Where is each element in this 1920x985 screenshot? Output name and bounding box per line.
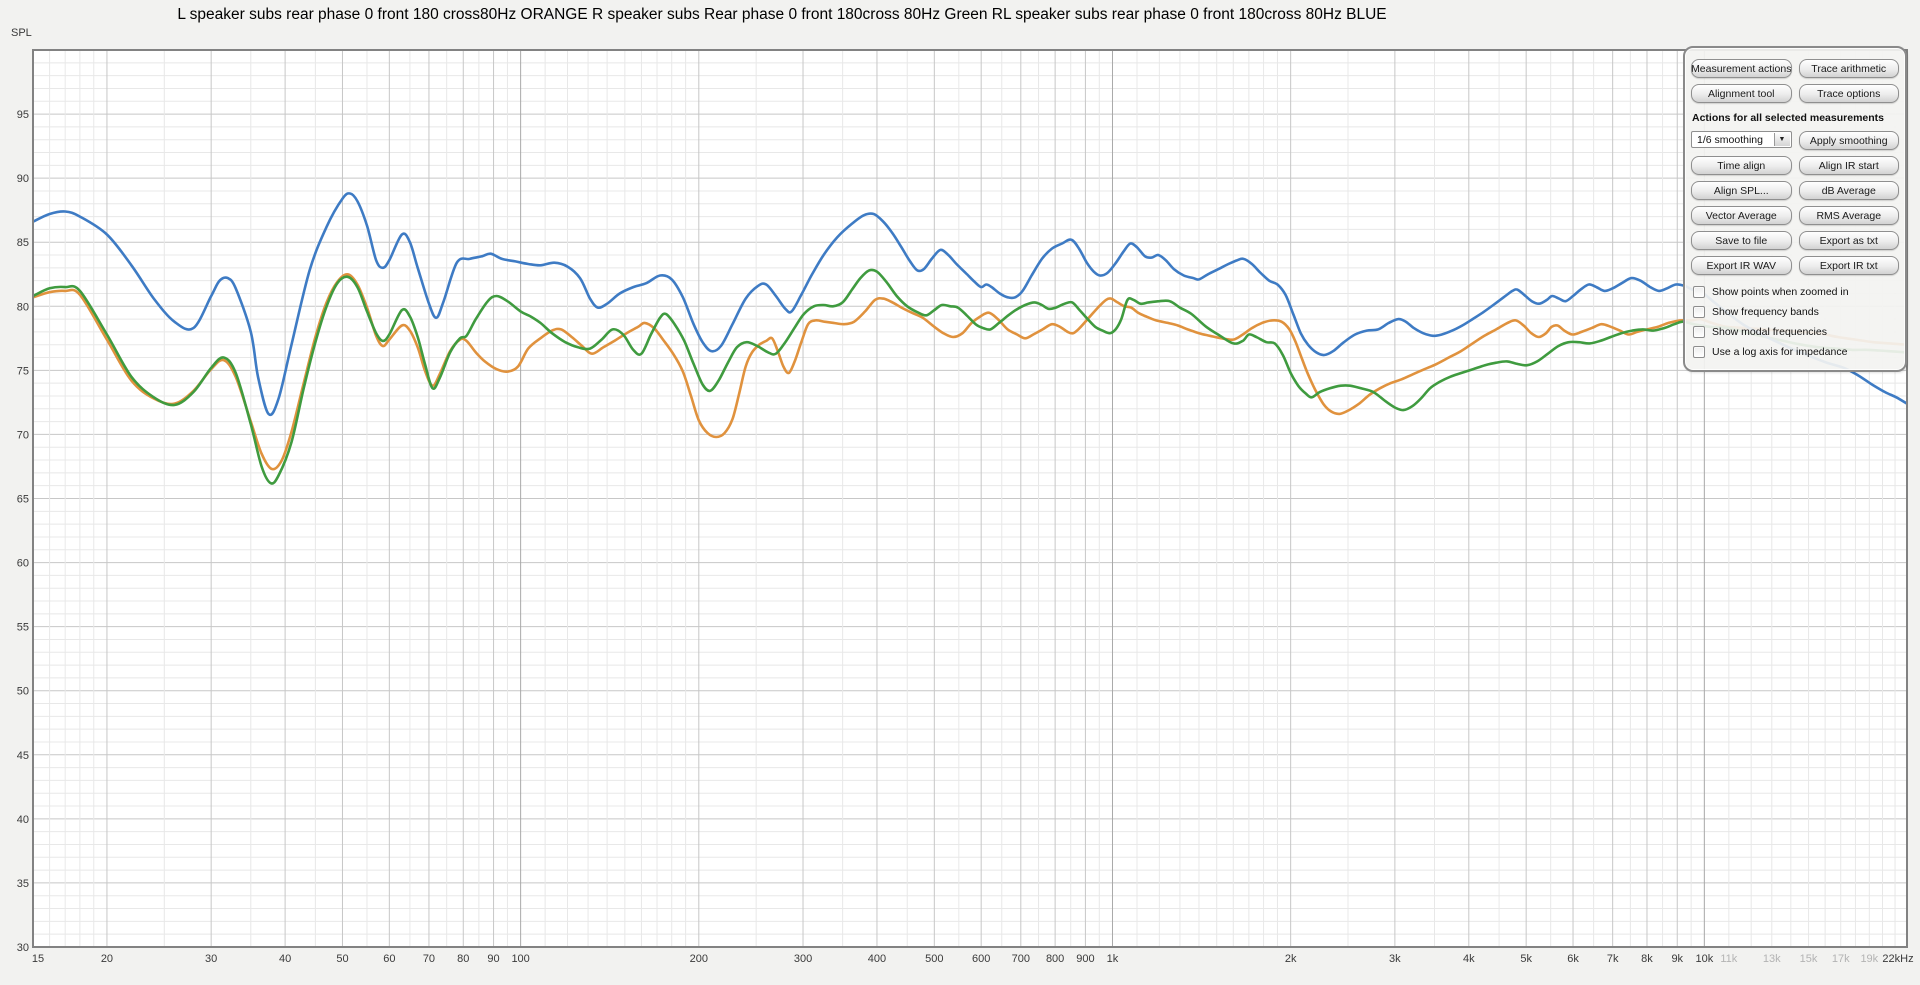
svg-text:700: 700	[1012, 953, 1030, 965]
svg-text:500: 500	[925, 953, 943, 965]
db-average-button[interactable]: dB Average	[1798, 181, 1899, 200]
svg-text:85: 85	[17, 237, 29, 249]
svg-text:900: 900	[1076, 953, 1094, 965]
show-points-checkbox[interactable]	[1693, 286, 1705, 298]
svg-text:22kHz: 22kHz	[1882, 953, 1913, 965]
section-label: Actions for all selected measurements	[1692, 112, 1884, 124]
align-ir-start-button[interactable]: Align IR start	[1798, 156, 1899, 175]
svg-text:600: 600	[972, 953, 990, 965]
y-axis-title: SPL	[11, 27, 32, 39]
svg-text:3k: 3k	[1389, 953, 1401, 965]
svg-text:100: 100	[511, 953, 529, 965]
svg-text:80: 80	[457, 953, 469, 965]
svg-text:55: 55	[17, 622, 29, 634]
svg-text:95: 95	[17, 109, 29, 121]
rms-average-button[interactable]: RMS Average	[1798, 206, 1899, 225]
svg-text:70: 70	[423, 953, 435, 965]
svg-text:15: 15	[32, 953, 44, 965]
svg-text:5k: 5k	[1520, 953, 1532, 965]
svg-text:13k: 13k	[1763, 953, 1781, 965]
svg-text:65: 65	[17, 494, 29, 506]
trace-green	[34, 268, 1906, 485]
svg-text:300: 300	[794, 953, 812, 965]
log-axis-impedance-row: Use a log axis for impedance	[1693, 346, 1899, 358]
svg-text:4k: 4k	[1463, 953, 1475, 965]
smoothing-select-value: 1/6 smoothing	[1697, 133, 1763, 146]
svg-text:17k: 17k	[1832, 953, 1850, 965]
svg-text:70: 70	[17, 429, 29, 441]
log-axis-impedance-label: Use a log axis for impedance	[1712, 346, 1848, 358]
svg-text:30: 30	[205, 953, 217, 965]
svg-text:40: 40	[279, 953, 291, 965]
svg-text:8k: 8k	[1641, 953, 1653, 965]
svg-text:19k: 19k	[1860, 953, 1878, 965]
vector-average-button[interactable]: Vector Average	[1691, 206, 1792, 225]
traces	[34, 192, 1906, 485]
log-axis-impedance-checkbox[interactable]	[1693, 346, 1705, 358]
show-points-label: Show points when zoomed in	[1712, 286, 1849, 298]
apply-smoothing-button[interactable]: Apply smoothing	[1798, 131, 1899, 150]
svg-text:20: 20	[101, 953, 113, 965]
svg-text:40: 40	[17, 814, 29, 826]
svg-text:45: 45	[17, 750, 29, 762]
export-ir-txt-button[interactable]: Export IR txt	[1798, 256, 1899, 275]
trace-arithmetic-button[interactable]: Trace arithmetic	[1798, 59, 1899, 78]
svg-text:80: 80	[17, 301, 29, 313]
align-spl-button[interactable]: Align SPL...	[1691, 181, 1792, 200]
svg-text:200: 200	[690, 953, 708, 965]
svg-text:50: 50	[336, 953, 348, 965]
panel-action-buttons: 1/6 smoothing ▼ Apply smoothing Time ali…	[1691, 131, 1899, 275]
svg-text:30: 30	[17, 942, 29, 954]
svg-text:50: 50	[17, 686, 29, 698]
alignment-tool-button[interactable]: Alignment tool	[1691, 84, 1792, 103]
chart-title: L speaker subs rear phase 0 front 180 cr…	[177, 6, 1387, 23]
svg-text:90: 90	[487, 953, 499, 965]
svg-text:60: 60	[383, 953, 395, 965]
show-modal-frequencies-row: Show modal frequencies	[1693, 326, 1899, 338]
svg-text:7k: 7k	[1607, 953, 1619, 965]
measurement-actions-panel: Measurement actions Trace arithmetic Ali…	[1683, 46, 1907, 372]
y-axis-labels: 95 90 85 80 75 70 65 60 55 50 45 40 35 30	[17, 109, 29, 954]
show-modal-frequencies-label: Show modal frequencies	[1712, 326, 1827, 338]
trace-blue	[34, 192, 1906, 417]
show-frequency-bands-row: Show frequency bands	[1693, 306, 1899, 318]
svg-text:90: 90	[17, 173, 29, 185]
time-align-button[interactable]: Time align	[1691, 156, 1792, 175]
x-axis-labels: 15 20 30 40 50 60 70 80 90 100 200 300 400 500 600 700 8…	[32, 953, 1914, 965]
measurement-actions-button[interactable]: Measurement actions	[1691, 59, 1792, 78]
chevron-down-icon[interactable]: ▼	[1773, 133, 1790, 146]
gridlines	[33, 50, 1907, 947]
show-points-row: Show points when zoomed in	[1693, 286, 1899, 298]
svg-text:11k: 11k	[1720, 953, 1737, 965]
panel-top-buttons: Measurement actions Trace arithmetic Ali…	[1691, 59, 1899, 103]
show-frequency-bands-checkbox[interactable]	[1693, 306, 1705, 318]
svg-text:9k: 9k	[1671, 953, 1683, 965]
show-frequency-bands-label: Show frequency bands	[1712, 306, 1819, 318]
svg-text:15k: 15k	[1800, 953, 1818, 965]
svg-text:2k: 2k	[1285, 953, 1297, 965]
svg-text:1k: 1k	[1107, 953, 1119, 965]
export-as-txt-button[interactable]: Export as txt	[1798, 231, 1899, 250]
svg-text:6k: 6k	[1567, 953, 1579, 965]
svg-text:400: 400	[868, 953, 886, 965]
trace-options-button[interactable]: Trace options	[1798, 84, 1899, 103]
export-ir-wav-button[interactable]: Export IR WAV	[1691, 256, 1792, 275]
svg-text:800: 800	[1046, 953, 1064, 965]
svg-text:10k: 10k	[1695, 953, 1713, 965]
plot-border	[32, 49, 1908, 948]
svg-text:35: 35	[17, 878, 29, 890]
save-to-file-button[interactable]: Save to file	[1691, 231, 1792, 250]
panel-checkboxes: Show points when zoomed in Show frequenc…	[1691, 286, 1899, 358]
show-modal-frequencies-checkbox[interactable]	[1693, 326, 1705, 338]
svg-text:75: 75	[17, 365, 29, 377]
svg-text:60: 60	[17, 558, 29, 570]
smoothing-select[interactable]: 1/6 smoothing ▼	[1691, 131, 1792, 148]
